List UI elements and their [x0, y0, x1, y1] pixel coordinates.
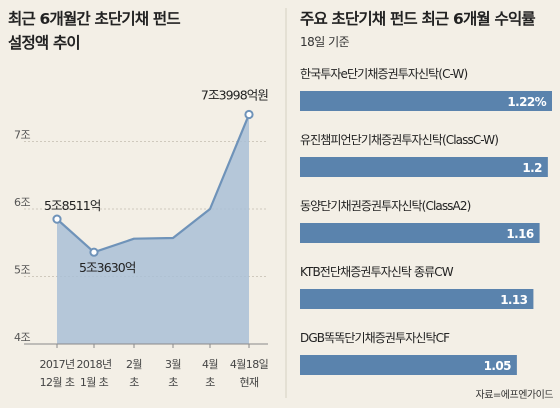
- y-tick-label: 5조: [14, 264, 30, 277]
- fund-name: DGB똑똑단기채증권투자신탁CF: [300, 331, 450, 345]
- data-point-marker: [52, 214, 62, 224]
- data-point-marker: [89, 247, 99, 257]
- source-note: 자료=에프엔가이드: [476, 389, 554, 401]
- bar-chart: 한국투자e단기채증권투자신탁(C-W) 1.22% 유진챔피언단기채증권투자신탁(C…: [300, 67, 552, 375]
- x-tick-label: 2018년: [76, 358, 111, 371]
- area-chart: 4조 5조 6조 7조 5조8511억 5조3630억 7조3998억원 2017년 12월 초…: [14, 88, 269, 390]
- x-tick-label: 초: [205, 376, 215, 389]
- fund-name: 동양단기채권증권투자신탁(ClassA2): [300, 199, 471, 213]
- y-tick-label: 7조: [14, 129, 30, 142]
- bar: [300, 223, 540, 243]
- area-fill: [57, 114, 249, 344]
- fund-name: 한국투자e단기채증권투자신탁(C-W): [300, 67, 467, 81]
- x-tick-label: 12월 초: [40, 376, 75, 389]
- bar: [300, 355, 517, 375]
- series-line: [56, 114, 251, 254]
- y-tick-label: 6조: [14, 196, 30, 209]
- data-label: 5조8511억: [44, 198, 100, 213]
- area-chart-title: 최근 6개월간 초단기채 펀드: [8, 9, 180, 28]
- x-tick-label: 현재: [239, 376, 259, 389]
- bar-value-label: 1.13: [500, 293, 527, 307]
- area-chart-subtitle: 설정액 추이: [8, 33, 80, 52]
- x-tick-label: 2월: [126, 358, 142, 371]
- x-tick-label: 2017년: [39, 358, 74, 371]
- bar: [300, 157, 548, 177]
- bar-value-label: 1.16: [506, 227, 533, 241]
- bar: [300, 289, 534, 309]
- bar-value-label: 1.05: [484, 359, 511, 373]
- x-tick-label: 4월18일: [230, 357, 269, 371]
- fund-name: 유진챔피언단기채증권투자신탁(ClassC-W): [300, 132, 498, 147]
- x-tick-label: 초: [129, 376, 139, 389]
- bar-value-label: 1.22%: [507, 95, 546, 109]
- data-label: 5조3630억: [79, 260, 135, 275]
- data-label: 7조3998억원: [201, 88, 268, 103]
- bar-value-label: 1.2: [522, 161, 542, 175]
- bar-chart-title: 주요 초단기채 펀드 최근 6개월 수익률: [300, 9, 535, 28]
- x-tick-label: 초: [168, 376, 178, 389]
- y-tick-label: 4조: [14, 331, 30, 344]
- x-tick-label: 4월: [202, 358, 218, 371]
- x-tick-label: 3월: [165, 358, 181, 371]
- data-point-marker: [244, 109, 254, 120]
- bar: [300, 91, 552, 111]
- bar-chart-subtitle: 18일 기준: [300, 35, 350, 49]
- x-tick-label: 1월 초: [80, 376, 109, 389]
- fund-name: KTB전단채증권투자신탁 종류CW: [300, 265, 454, 279]
